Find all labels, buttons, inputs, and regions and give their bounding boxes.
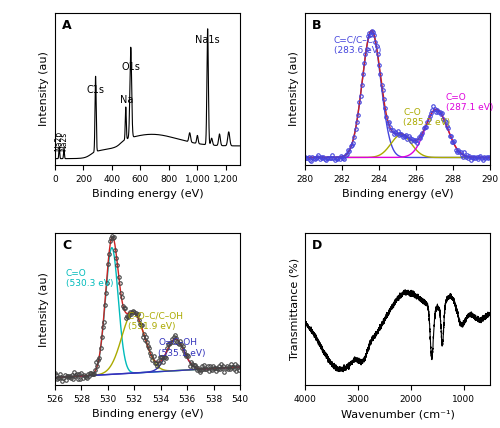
Text: C=O
(287.1 eV): C=O (287.1 eV) [446,92,493,112]
Text: Na2p: Na2p [54,131,64,151]
Text: Na1s: Na1s [196,35,220,45]
X-axis label: Binding energy (eV): Binding energy (eV) [92,189,204,199]
Text: Na: Na [120,95,133,105]
Y-axis label: Intensity (au): Intensity (au) [290,51,300,126]
Text: Na2s: Na2s [60,131,68,151]
X-axis label: Binding energy (eV): Binding energy (eV) [92,410,204,419]
Y-axis label: Transmittance (%): Transmittance (%) [290,258,300,360]
X-axis label: Wavenumber (cm⁻¹): Wavenumber (cm⁻¹) [340,410,454,419]
Text: C=O
(530.3 eV): C=O (530.3 eV) [66,269,113,288]
Text: A: A [62,19,72,32]
Text: C–O–C/C–OH
(531.9 eV): C–O–C/C–OH (531.9 eV) [128,312,184,331]
Text: C=C/C–C
(283.6 eV): C=C/C–C (283.6 eV) [334,36,381,55]
Y-axis label: Intensity (au): Intensity (au) [40,51,50,126]
Text: C1s: C1s [86,86,104,95]
Text: B: B [312,19,322,32]
Text: C: C [62,239,72,252]
Text: O=C–OH
(535.1 eV): O=C–OH (535.1 eV) [158,339,206,358]
X-axis label: Binding energy (eV): Binding energy (eV) [342,189,454,199]
Y-axis label: Intensity (au): Intensity (au) [40,272,50,347]
Text: O1s: O1s [122,62,140,71]
Text: D: D [312,239,322,252]
Text: C–O
(285.2 eV): C–O (285.2 eV) [403,108,450,127]
